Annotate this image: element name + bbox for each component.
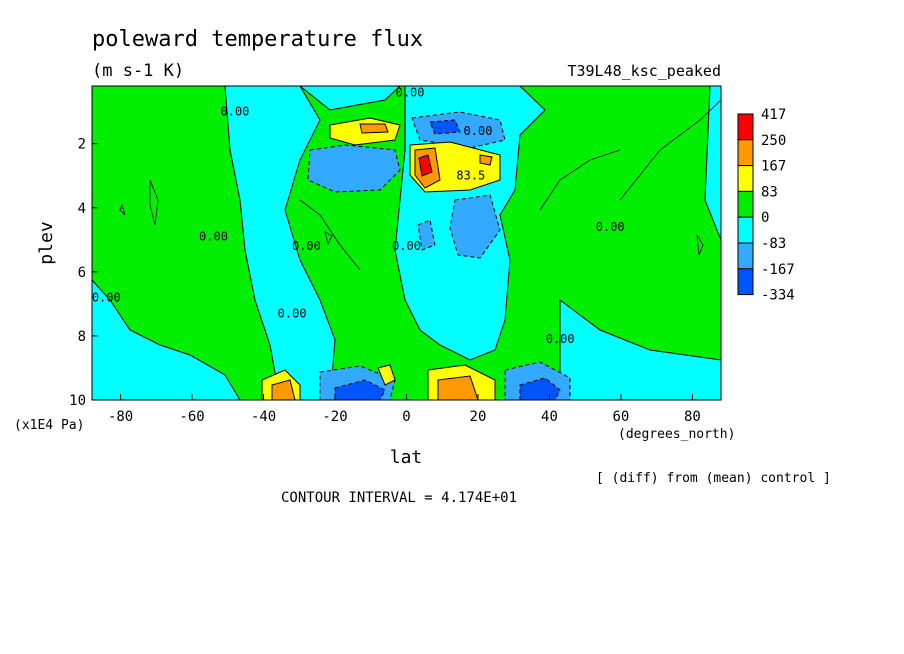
contour-value-label: 83.5 [456, 169, 485, 183]
contour-labels: 0.00 0.00 0.00 83.5 0.00 0.00 0.00 0.00 0.00 0.00… [92, 85, 625, 346]
y-axis-title: plev [36, 221, 57, 264]
contour-value-label: 0.00 [221, 105, 250, 119]
colorbar-level-label: 167 [761, 159, 786, 175]
colorbar-level-label: 83 [761, 184, 778, 200]
y-tick-label: 10 [69, 393, 86, 409]
colorbar: 417 250 167 83 0 -83 -167 -334 [737, 107, 795, 304]
y-tick-label: 8 [78, 329, 86, 345]
x-axis-title: lat [390, 447, 423, 468]
x-tick-label: 40 [541, 409, 558, 425]
colorbar-level-label: -83 [761, 236, 786, 252]
run-label: T39L48_ksc_peaked [567, 62, 721, 80]
contour-value-label: 0.00 [199, 230, 228, 244]
colorbar-level-label: -334 [761, 288, 795, 304]
x-tick-label: -60 [179, 409, 204, 425]
contour-value-label: 0.00 [596, 220, 625, 234]
y-tick-label: 6 [78, 265, 86, 281]
colorbar-swatch [737, 190, 754, 218]
x-tick-label: 60 [613, 409, 630, 425]
x-tick-label: 20 [470, 409, 487, 425]
contour-value-label: 0.00 [392, 239, 421, 253]
x-tick-label: 80 [684, 409, 701, 425]
x-axis: -80 -60 -40 -20 0 20 40 60 80 [108, 394, 701, 425]
x-tick-label: -20 [322, 409, 347, 425]
x-axis-units: (degrees_north) [618, 427, 735, 442]
colorbar-swatch [737, 113, 754, 141]
colorbar-swatch [737, 268, 754, 296]
colorbar-level-label: 417 [761, 107, 786, 123]
units-label: (m s-1 K) [92, 61, 184, 81]
chart-title: poleward temperature flux [92, 27, 423, 52]
positive-region-red [418, 154, 433, 177]
x-tick-label: 0 [402, 409, 410, 425]
contour-value-label: 0.00 [464, 124, 493, 138]
colorbar-level-label: 0 [761, 210, 769, 226]
y-axis-units: (x1E4 Pa) [14, 418, 84, 433]
contour-field [91, 85, 722, 401]
y-tick-label: 2 [78, 137, 86, 153]
y-tick-label: 4 [78, 201, 86, 217]
contour-interval: CONTOUR INTERVAL = 4.174E+01 [281, 490, 517, 506]
contour-value-label: 0.00 [292, 239, 321, 253]
colorbar-level-label: 250 [761, 133, 786, 149]
x-tick-label: -80 [108, 409, 133, 425]
negative-region-strong [334, 119, 561, 401]
contour-value-label: 0.00 [92, 290, 121, 304]
colorbar-level-label: -167 [761, 262, 795, 278]
x-tick-label: -40 [251, 409, 276, 425]
diff-note: [ (diff) from (mean) control ] [596, 471, 831, 486]
contour-value-label: 0.00 [546, 332, 575, 346]
contour-value-label: 0.00 [278, 306, 307, 320]
colorbar-swatch [737, 216, 754, 244]
colorbar-swatch [737, 165, 754, 192]
colorbar-swatch [737, 242, 754, 270]
contour-value-label: 0.00 [396, 85, 425, 99]
colorbar-swatch [737, 139, 754, 167]
y-axis: 2 4 6 8 10 [69, 137, 98, 409]
